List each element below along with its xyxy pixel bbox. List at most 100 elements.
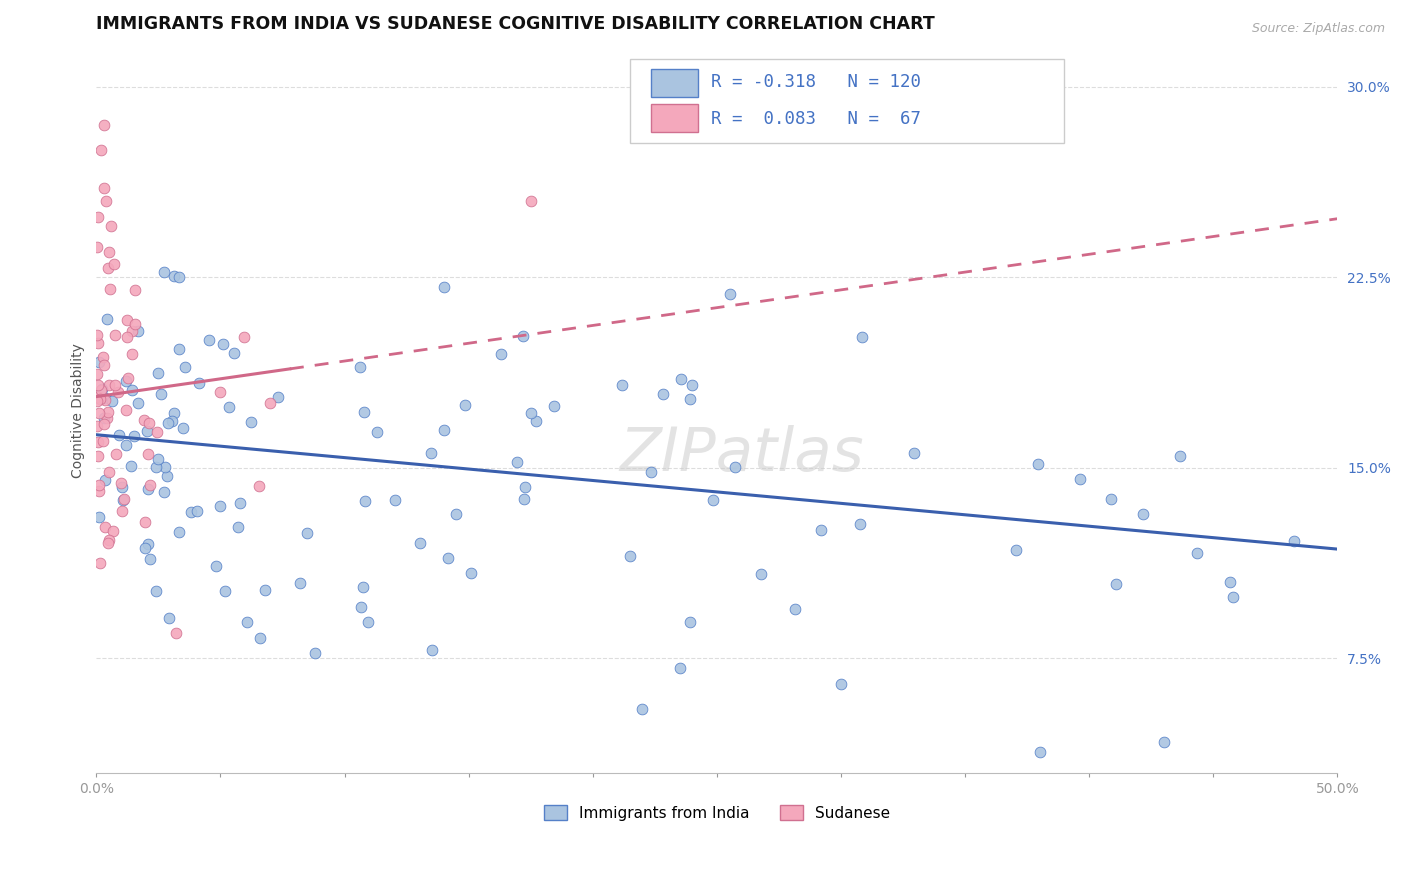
Point (86, 239, 108, 253)
Point (349, 359, 371, 374)
Point (93, 473, 115, 487)
Point (1132, 507, 1154, 521)
Point (89, 392, 111, 406)
Point (212, 337, 235, 351)
Point (101, 394, 124, 409)
Point (110, 475, 132, 490)
Point (148, 366, 170, 380)
Point (631, 702, 654, 716)
Point (749, 566, 772, 581)
Point (138, 417, 160, 431)
Point (437, 551, 460, 566)
Point (247, 479, 270, 493)
Point (86, 328, 108, 343)
Point (513, 480, 536, 494)
Point (214, 584, 236, 599)
Point (134, 541, 156, 555)
Point (121, 383, 143, 397)
Bar (651, 70, 699, 97)
Point (114, 438, 136, 452)
Point (145, 460, 167, 475)
Point (785, 602, 807, 616)
Point (87, 211, 110, 225)
Point (146, 452, 169, 467)
Point (87, 377, 110, 392)
Point (98, 282, 121, 296)
Point (848, 516, 870, 531)
Point (1004, 543, 1026, 558)
Point (104, 327, 127, 342)
Point (520, 406, 543, 420)
Point (226, 520, 249, 534)
Point (229, 496, 252, 510)
Point (186, 504, 208, 518)
Point (104, 447, 127, 461)
Point (91, 434, 114, 448)
Text: ZIPatlas: ZIPatlas (620, 425, 865, 483)
Point (127, 324, 149, 338)
Point (259, 395, 281, 409)
Point (1153, 735, 1175, 749)
Point (433, 280, 456, 294)
Point (139, 478, 162, 492)
Point (104, 378, 127, 392)
Point (208, 499, 231, 513)
Point (352, 580, 374, 594)
Point (1185, 546, 1208, 560)
Point (236, 615, 259, 629)
Point (160, 414, 183, 428)
Point (86, 418, 108, 433)
Point (353, 405, 375, 419)
Point (267, 390, 290, 404)
Point (524, 414, 547, 428)
Point (115, 330, 138, 344)
Point (124, 283, 146, 297)
Point (165, 626, 187, 640)
Point (111, 480, 134, 494)
Point (172, 420, 194, 434)
Point (209, 384, 232, 399)
Point (489, 347, 512, 361)
Point (156, 416, 179, 430)
Point (671, 372, 693, 386)
Point (249, 632, 271, 646)
Point (187, 376, 209, 390)
Point (136, 446, 159, 460)
Point (103, 257, 125, 271)
Point (1282, 534, 1305, 549)
Text: Source: ZipAtlas.com: Source: ZipAtlas.com (1251, 22, 1385, 36)
Point (136, 482, 159, 496)
Point (640, 465, 662, 479)
Point (112, 491, 135, 506)
Point (121, 324, 143, 338)
Point (420, 446, 443, 460)
Point (87, 354, 110, 368)
Point (157, 611, 180, 625)
Point (117, 312, 139, 326)
Point (86, 393, 108, 408)
Point (93, 118, 115, 132)
Point (89, 556, 111, 570)
Point (409, 536, 432, 550)
Point (167, 269, 190, 284)
Point (174, 360, 197, 375)
Point (90, 143, 112, 157)
Legend: Immigrants from India, Sudanese: Immigrants from India, Sudanese (537, 798, 896, 827)
Point (121, 346, 143, 360)
Point (232, 330, 254, 344)
Point (107, 428, 129, 442)
Point (218, 401, 240, 415)
Point (366, 425, 388, 439)
Point (295, 526, 318, 541)
Point (1222, 590, 1244, 604)
Point (149, 386, 172, 401)
Point (86, 367, 108, 381)
Point (619, 549, 641, 564)
Point (254, 582, 277, 597)
Point (384, 493, 406, 508)
Point (91, 382, 114, 396)
Point (652, 387, 675, 401)
Point (97, 260, 120, 275)
Point (94, 519, 117, 533)
Y-axis label: Cognitive Disability: Cognitive Disability (72, 343, 86, 478)
